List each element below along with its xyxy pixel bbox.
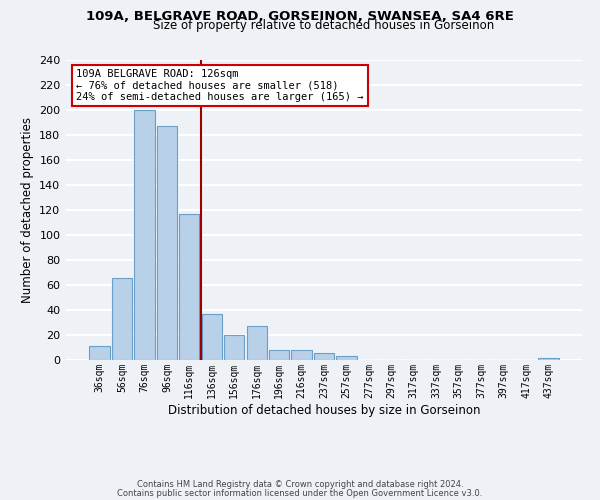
Bar bbox=[134, 110, 155, 360]
Title: Size of property relative to detached houses in Gorseinon: Size of property relative to detached ho… bbox=[154, 20, 494, 32]
Bar bbox=[337, 356, 356, 360]
X-axis label: Distribution of detached houses by size in Gorseinon: Distribution of detached houses by size … bbox=[168, 404, 480, 416]
Text: Contains public sector information licensed under the Open Government Licence v3: Contains public sector information licen… bbox=[118, 489, 482, 498]
Text: 109A, BELGRAVE ROAD, GORSEINON, SWANSEA, SA4 6RE: 109A, BELGRAVE ROAD, GORSEINON, SWANSEA,… bbox=[86, 10, 514, 23]
Bar bbox=[179, 214, 199, 360]
Bar bbox=[224, 335, 244, 360]
Text: 109A BELGRAVE ROAD: 126sqm
← 76% of detached houses are smaller (518)
24% of sem: 109A BELGRAVE ROAD: 126sqm ← 76% of deta… bbox=[76, 69, 364, 102]
Bar bbox=[538, 358, 559, 360]
Bar bbox=[269, 350, 289, 360]
Bar bbox=[112, 278, 132, 360]
Bar bbox=[314, 352, 334, 360]
Bar bbox=[202, 314, 222, 360]
Text: Contains HM Land Registry data © Crown copyright and database right 2024.: Contains HM Land Registry data © Crown c… bbox=[137, 480, 463, 489]
Bar bbox=[89, 346, 110, 360]
Y-axis label: Number of detached properties: Number of detached properties bbox=[20, 117, 34, 303]
Bar bbox=[247, 326, 267, 360]
Bar bbox=[157, 126, 177, 360]
Bar bbox=[292, 350, 311, 360]
